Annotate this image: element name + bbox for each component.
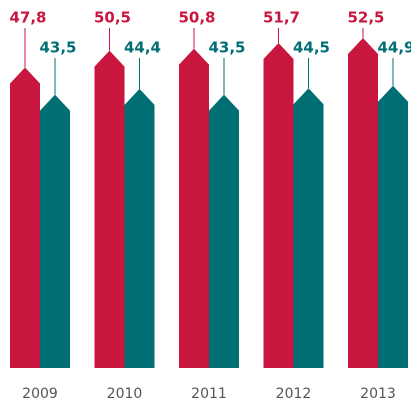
bar bbox=[10, 67, 40, 369]
bar bbox=[124, 88, 155, 369]
bar bbox=[263, 43, 294, 369]
value-label: 44,4 bbox=[124, 39, 161, 57]
x-tick-label: 2013 bbox=[360, 386, 396, 402]
value-label: 51,7 bbox=[263, 9, 300, 27]
x-tick-label: 2011 bbox=[191, 386, 227, 402]
bar bbox=[179, 48, 209, 368]
bar bbox=[293, 88, 324, 369]
bar bbox=[40, 94, 70, 369]
value-label: 50,5 bbox=[94, 9, 131, 27]
bar bbox=[94, 50, 125, 368]
bar bbox=[209, 94, 239, 369]
value-label: 44,9 bbox=[377, 39, 411, 57]
value-label: 52,5 bbox=[347, 9, 384, 27]
value-label: 50,8 bbox=[178, 9, 215, 27]
value-label: 43,5 bbox=[39, 39, 76, 57]
x-tick-label: 2009 bbox=[22, 386, 58, 402]
value-label: 44,5 bbox=[293, 39, 330, 57]
value-label: 47,8 bbox=[9, 9, 46, 27]
value-label: 43,5 bbox=[208, 39, 245, 57]
bar bbox=[348, 38, 378, 368]
bar bbox=[378, 85, 408, 369]
x-tick-label: 2012 bbox=[276, 386, 312, 402]
x-tick-label: 2010 bbox=[107, 386, 143, 402]
